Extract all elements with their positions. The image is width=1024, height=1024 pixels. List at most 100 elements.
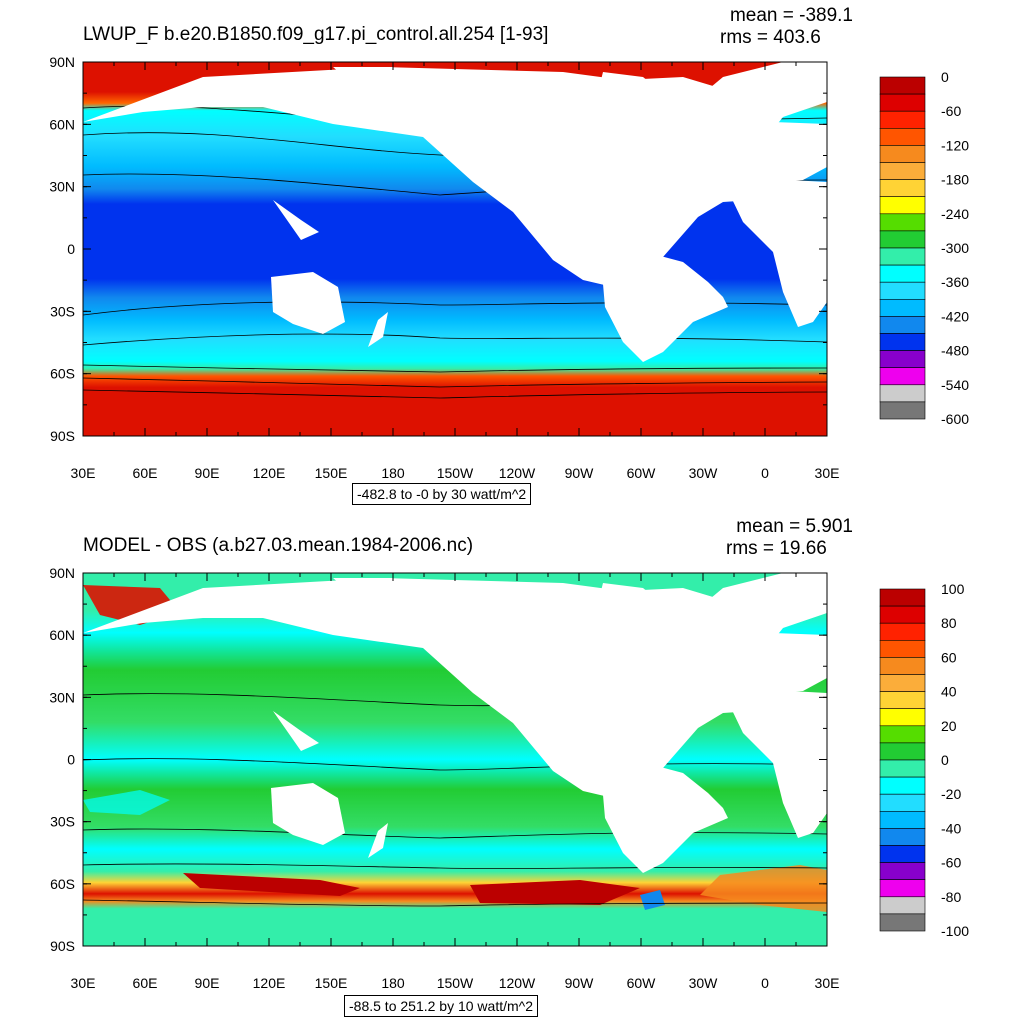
panel-1-x-ticks: 30E 60E 90E 120E 150E 180 150W 120W 90W 60W 30W 0 30…: [71, 62, 840, 481]
colorbar-cell: [879, 93, 926, 112]
colorbar-label: -360: [941, 274, 969, 290]
panel-1-title: LWUP_F b.e20.B1850.f09_g17.pi_control.al…: [83, 24, 548, 45]
y-tick-label: 60N: [49, 627, 75, 643]
colorbar-label: -40: [941, 820, 961, 836]
colorbar-label: -60: [941, 103, 961, 119]
colorbar-cell: [879, 896, 926, 915]
x-tick-label: 90E: [195, 465, 220, 481]
x-tick-label: 30E: [815, 975, 840, 991]
colorbar-cell: [879, 401, 926, 420]
x-tick-label: 30E: [71, 465, 96, 481]
x-tick-label: 0: [761, 975, 769, 991]
x-tick-label: 60E: [133, 975, 158, 991]
panel-1: LWUP_F b.e20.B1850.f09_g17.pi_control.al…: [49, 5, 969, 481]
colorbar-cell: [879, 110, 926, 129]
x-tick-label: 180: [381, 975, 405, 991]
x-tick-label: 180: [381, 465, 405, 481]
colorbar-cell: [879, 879, 926, 898]
colorbar-cell: [879, 845, 926, 863]
x-tick-label: 90W: [565, 465, 595, 481]
panel-2-mean: mean = 5.901: [736, 516, 853, 537]
colorbar-cell: [879, 367, 926, 386]
x-tick-label: 150E: [315, 465, 348, 481]
colorbar-cell: [879, 162, 926, 180]
colorbar-label: -420: [941, 308, 969, 324]
colorbar-label: 40: [941, 684, 957, 700]
colorbar-label: 80: [941, 615, 957, 631]
colorbar-cell: [879, 298, 926, 317]
colorbar-label: 0: [941, 69, 949, 85]
x-tick-label: 90W: [565, 975, 595, 991]
x-tick-label: 60W: [627, 975, 657, 991]
colorbar-cell: [879, 128, 926, 146]
y-tick-label: 30S: [50, 814, 75, 830]
colorbar-cell: [879, 691, 926, 709]
x-tick-label: 120W: [499, 975, 536, 991]
colorbar-label: -300: [941, 240, 969, 256]
panel-1-y-ticks: 90N 60N 30N 0 30S 60S 90S: [49, 54, 827, 444]
colorbar-label: -240: [941, 206, 969, 222]
x-tick-label: 0: [761, 465, 769, 481]
colorbar-cell: [879, 213, 926, 232]
x-tick-label: 30E: [71, 975, 96, 991]
colorbar-cell: [879, 333, 926, 351]
colorbar-cell: [879, 759, 926, 778]
colorbar-label: -80: [941, 889, 961, 905]
colorbar-label: -600: [941, 411, 969, 427]
colorbar-label: -180: [941, 172, 969, 188]
y-tick-label: 90N: [49, 565, 75, 581]
colorbar-cell: [879, 810, 926, 829]
x-tick-label: 30W: [689, 465, 719, 481]
panel-2-colorbar: 100 80 60 40 20 0 -20 -40 -60 -80 -100: [879, 581, 969, 939]
colorbar-cell: [879, 725, 926, 744]
y-tick-label: 30N: [49, 179, 75, 195]
colorbar-cell: [879, 588, 926, 607]
panel-1-map: [83, 62, 827, 436]
y-tick-label: 90S: [50, 428, 75, 444]
x-tick-label: 150W: [437, 465, 474, 481]
panel-2: MODEL - OBS (a.b27.03.mean.1984-2006.nc)…: [49, 516, 969, 991]
x-tick-label: 30E: [815, 465, 840, 481]
x-tick-label: 150W: [437, 975, 474, 991]
colorbar-cell: [879, 657, 926, 675]
colorbar-cell: [879, 862, 926, 880]
y-tick-label: 90S: [50, 938, 75, 954]
panel-2-range-label: -88.5 to 251.2 by 10 watt/m^2: [344, 995, 539, 1017]
x-tick-label: 120W: [499, 465, 536, 481]
colorbar-cell: [879, 384, 926, 403]
colorbar-label: -100: [941, 923, 969, 939]
colorbar-cell: [879, 247, 926, 266]
colorbar-label: 20: [941, 718, 957, 734]
colorbar-cell: [879, 828, 926, 846]
x-tick-label: 60W: [627, 465, 657, 481]
y-tick-label: 60S: [50, 366, 75, 382]
colorbar-cell: [879, 281, 926, 300]
panel-2-title: MODEL - OBS (a.b27.03.mean.1984-2006.nc): [83, 535, 473, 556]
y-tick-label: 0: [67, 241, 75, 257]
x-tick-label: 90E: [195, 975, 220, 991]
y-tick-label: 30N: [49, 689, 75, 705]
panel-2-map: [83, 573, 827, 946]
colorbar-cell: [879, 179, 926, 198]
panel-1-mean: mean = -389.1: [730, 5, 853, 26]
colorbar-cell: [879, 622, 926, 641]
colorbar-cell: [879, 742, 926, 761]
panel-1-colorbar: 0 -60 -120 -180 -240 -300 -360 -420 -480 -540 -600: [879, 69, 969, 427]
y-tick-label: 60S: [50, 876, 75, 892]
colorbar-label: 0: [941, 752, 949, 768]
colorbar-cell: [879, 145, 926, 163]
colorbar-label: 100: [941, 581, 965, 597]
y-tick-label: 30S: [50, 303, 75, 319]
x-tick-label: 120E: [253, 465, 286, 481]
colorbar-label: -480: [941, 343, 969, 359]
colorbar-label: -120: [941, 137, 969, 153]
colorbar-label: 60: [941, 649, 957, 665]
colorbar-cell: [879, 196, 926, 215]
colorbar-cell: [879, 708, 926, 727]
y-tick-label: 90N: [49, 54, 75, 70]
colorbar-cell: [879, 264, 926, 283]
colorbar-cell: [879, 776, 926, 795]
x-tick-label: 60E: [133, 465, 158, 481]
panel-2-y-ticks: 90N 60N 30N 0 30S 60S 90S: [49, 565, 827, 954]
colorbar-cell: [879, 639, 926, 658]
